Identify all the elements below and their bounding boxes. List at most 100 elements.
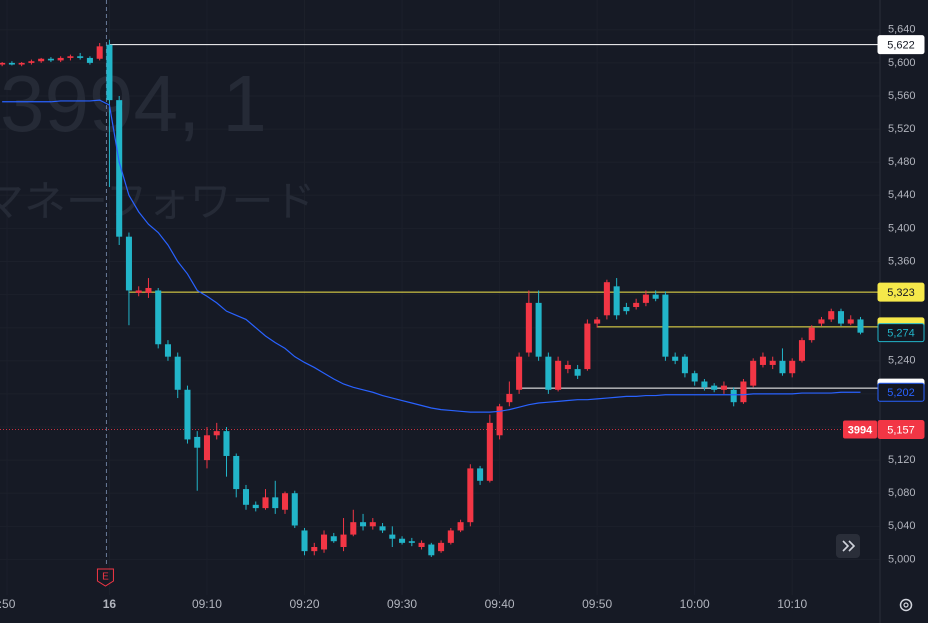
y-tick-label: 5,080 [888,487,916,499]
candle-body [301,530,308,552]
price-label: 5,323 [887,287,915,299]
candle-body [135,290,142,293]
candle-body [67,56,74,58]
y-tick-label: 5,240 [888,355,916,367]
event-badge [96,568,114,587]
candle-body [525,302,532,353]
candle-body [564,364,571,370]
candle-body [321,534,328,550]
price-label: 5,622 [887,40,915,52]
candle-body [545,356,552,390]
candle-body [38,58,45,62]
candle-body [769,360,776,365]
candle-body [701,381,708,388]
candle-body [828,311,835,320]
x-tick-label: 10:10 [777,597,807,611]
candle-body [711,385,718,390]
candle-body [837,311,845,324]
candle-body [174,356,181,390]
price-label: 5,157 [887,424,915,436]
candle-body [360,522,367,527]
candle-body [379,526,386,531]
x-tick-label: 09:40 [485,597,515,611]
candle-body [203,435,211,461]
price-label-box [877,382,925,402]
alert-symbol: 3994 [848,424,873,436]
candle-body [18,62,25,65]
settings-button[interactable] [899,598,913,612]
x-tick-label: 09:20 [290,597,320,611]
candle-body [340,534,347,548]
price-label: 5,274 [887,328,915,340]
candle-body [86,57,93,63]
price-label-box [877,419,925,439]
candle-body [652,294,659,299]
scroll-button[interactable] [836,534,860,558]
y-tick-label: 5,360 [888,255,916,267]
candle-body [418,542,425,548]
candle-body [0,62,6,65]
candle-body [350,522,357,535]
x-tick-label: 10:00 [680,597,710,611]
candle-body [369,522,376,527]
candle-body [262,497,269,509]
candle-body [96,46,103,59]
candle-body [613,286,620,316]
event-label: E [102,572,109,583]
candle-body [438,542,445,552]
candle-body [467,468,474,523]
candle-body [720,385,727,390]
candle-body [223,431,230,456]
candle-body [389,534,396,539]
candle-body [447,530,454,543]
candle-body [184,389,191,440]
x-tick-label: 09:50 [582,597,612,611]
watermark-symbol: 3994, 1 [0,59,267,148]
watermark-name: マネーフォワード [0,178,315,225]
candle-body [506,393,513,403]
price-label-box [877,323,925,343]
candle-body [242,489,250,505]
price-label-box [877,282,925,302]
candle-body [428,544,435,556]
price-label-box [877,35,925,55]
candle-body [8,62,15,65]
y-tick-label: 5,440 [888,189,916,201]
y-tick-label: 5,040 [888,520,916,532]
y-tick-label: 5,400 [888,222,916,234]
candle-body [681,356,688,374]
candle-body [789,360,796,374]
candle-body [779,360,786,374]
candle-body [535,302,542,357]
candle-body [603,282,610,316]
candle-body [818,319,825,324]
candle-body [516,356,523,390]
candle-body [330,536,337,542]
x-tick-label: 09:30 [387,597,417,611]
x-tick-label: 09:10 [192,597,222,611]
price-label: 5,202 [887,387,915,399]
candle-body [730,389,737,403]
candle-body [574,369,581,376]
candle-body [281,493,289,510]
vwap-line [2,99,861,413]
candle-body [594,319,601,324]
candle-body [145,287,152,293]
candle-body [584,323,591,370]
candle-body [233,455,240,490]
candle-body [213,431,220,436]
candle-body [633,302,640,308]
candle-body [750,360,757,386]
candle-body [623,307,630,312]
candle-body [759,356,766,365]
candle-body [77,56,84,58]
candle-body [486,422,493,481]
candle-body [155,290,162,345]
candle-body [642,294,649,303]
candle-body [477,468,484,481]
candle-body [291,493,298,526]
x-tick-label: :50 [0,597,16,611]
candle-body [691,373,698,382]
